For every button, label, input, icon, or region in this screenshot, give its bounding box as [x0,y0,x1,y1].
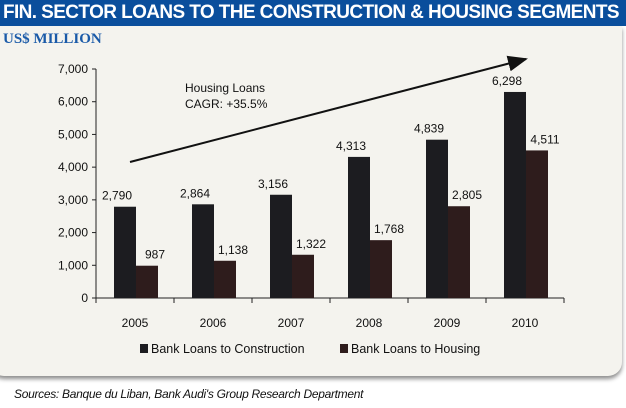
chart-title: FIN. SECTOR LOANS TO THE CONSTRUCTION & … [0,0,626,26]
y-tick-label: 1,000 [58,258,88,272]
data-label: 3,156 [258,177,288,191]
x-tick-label: 2007 [278,316,305,330]
data-label: 1,138 [218,243,248,257]
x-tick-label: 2005 [122,316,149,330]
y-tick-label: 4,000 [58,160,88,174]
trend-arrow [129,55,528,163]
bar-construction [270,194,292,298]
legend-label: Bank Loans to Housing [351,342,480,356]
legend-item: Bank Loans to Construction [140,342,305,356]
data-label: 1,768 [374,222,404,236]
y-tick-label: 2,000 [58,226,88,240]
bar-construction [114,206,136,298]
x-tick-label: 2008 [356,316,383,330]
source-note: Sources: Banque du Liban, Bank Audi's Gr… [14,387,364,401]
bar-construction [192,204,214,298]
legend-swatch [340,344,348,353]
data-label: 4,511 [530,132,559,146]
bar-housing [214,260,236,298]
data-label: 4,839 [414,122,444,136]
bar-housing [136,265,158,298]
annotation-line2: CAGR: +35.5% [185,97,268,111]
bar-housing [526,150,548,298]
x-tick-label: 2009 [434,316,461,330]
x-tick-label: 2010 [512,316,539,330]
chart-subtitle: US$ MILLION [3,31,102,47]
bar-housing [448,206,470,298]
x-tick-label: 2006 [200,316,227,330]
legend-item: Bank Loans to Housing [340,342,480,356]
data-label: 2,864 [180,186,210,200]
bar-construction [348,156,370,298]
data-label: 1,322 [296,237,326,251]
bar-housing [292,254,314,298]
bar-construction [504,91,526,299]
y-tick-label: 6,000 [58,95,88,109]
data-label: 987 [145,248,165,262]
data-label: 2,805 [452,188,482,202]
legend-swatch [140,344,148,353]
legend-label: Bank Loans to Construction [151,342,305,356]
data-label: 2,790 [102,189,132,203]
data-label: 6,298 [492,74,522,88]
y-tick-label: 5,000 [58,127,88,141]
bar-construction [426,139,448,298]
annotation-line1: Housing Loans [185,81,265,95]
data-label: 4,313 [336,139,366,153]
y-tick-label: 3,000 [58,193,88,207]
bar-housing [370,240,392,298]
y-tick-label: 7,000 [58,62,88,76]
y-tick-label: 0 [81,291,88,305]
